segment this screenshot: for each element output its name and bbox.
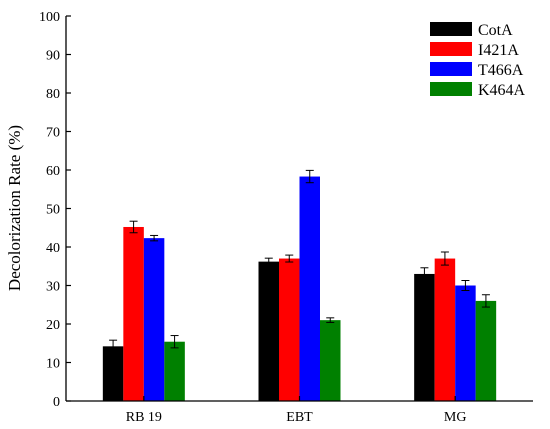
x-tick-label: EBT	[286, 410, 313, 425]
legend-swatch-i421a	[430, 42, 472, 56]
legend-label-t466a: T466A	[478, 62, 524, 79]
y-axis-label: Decolorization Rate (%)	[5, 125, 24, 291]
y-tick-label: 50	[46, 203, 60, 218]
error-bar	[481, 294, 490, 308]
bar-i421a-rb19	[123, 226, 144, 401]
error-bar	[420, 267, 429, 281]
y-tick-label: 60	[46, 164, 60, 179]
bar-i421a-ebt	[279, 258, 300, 401]
bar-t466a-mg	[455, 285, 476, 401]
x-ticks: RB 19 EBT MG	[126, 396, 467, 425]
legend-swatch-cota	[430, 22, 472, 36]
y-tick-label: 40	[46, 241, 60, 256]
error-bar	[461, 279, 470, 292]
y-tick-label: 0	[53, 395, 60, 410]
y-tick-label: 90	[46, 49, 60, 64]
bar-cota-rb19	[102, 346, 124, 401]
error-bar	[170, 335, 179, 349]
x-tick-label: RB 19	[126, 410, 162, 425]
y-tick-label: 100	[39, 10, 60, 25]
bar-cota-mg	[414, 273, 435, 401]
error-bar	[285, 254, 294, 263]
bars-layer	[102, 176, 497, 401]
bar-cota-ebt	[258, 261, 279, 401]
x-tick-label: MG	[444, 410, 467, 425]
error-bar	[109, 339, 118, 353]
error-bar	[326, 317, 335, 323]
y-tick-label: 20	[46, 318, 60, 333]
bar-k464a-ebt	[320, 320, 341, 401]
error-bar	[129, 220, 138, 234]
legend-label-i421a: I421A	[478, 42, 519, 59]
legend-label-k464a: K464A	[478, 82, 526, 99]
y-tick-label: 80	[46, 87, 60, 102]
error-bar	[264, 257, 273, 266]
y-tick-label: 30	[46, 280, 60, 295]
y-ticks: 0 10 20 30 40 50 60 70 80 90 100	[39, 10, 71, 410]
y-tick-label: 70	[46, 126, 60, 141]
error-bar	[440, 251, 449, 266]
bar-k464a-mg	[475, 300, 497, 401]
bar-t466a-rb19	[143, 238, 165, 401]
error-bars-layer	[109, 169, 490, 353]
y-tick-label: 10	[46, 357, 60, 372]
legend-label-cota: CotA	[478, 22, 513, 39]
legend-swatch-k464a	[430, 82, 472, 96]
legend-swatch-t466a	[430, 62, 472, 76]
bar-t466a-ebt	[299, 176, 320, 401]
error-bar	[150, 234, 159, 242]
error-bar	[305, 169, 314, 184]
bar-k464a-rb19	[164, 341, 185, 401]
bar-i421a-mg	[434, 258, 456, 401]
legend: CotA I421A T466A K464A	[430, 22, 526, 99]
